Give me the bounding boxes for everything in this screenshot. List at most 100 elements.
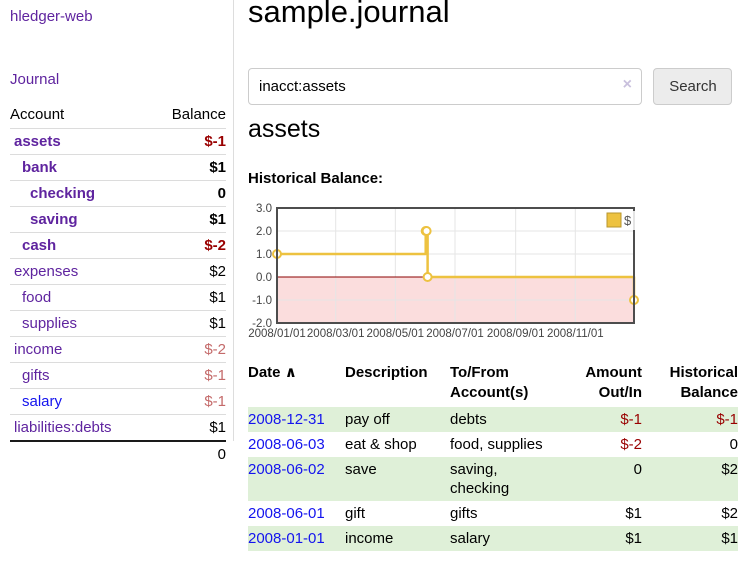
- transaction-description: income: [345, 530, 394, 547]
- transaction-date-cell: 2008-01-01: [248, 526, 345, 551]
- account-balance: $-1: [150, 388, 226, 415]
- accounts-total-value: 0: [150, 440, 226, 467]
- transaction-balance: 0: [729, 436, 738, 453]
- transaction-description: gift: [345, 505, 366, 522]
- search-button[interactable]: Search: [653, 68, 733, 105]
- chart-border: [276, 207, 635, 324]
- search-box: ×: [248, 68, 642, 105]
- register-table: Date ∧ Description To/From Account(s) Am…: [248, 361, 738, 551]
- account-balance: $1: [150, 206, 226, 233]
- transaction-description: save: [345, 461, 377, 478]
- account-link-food[interactable]: food: [22, 289, 52, 306]
- account-link-supplies[interactable]: supplies: [22, 315, 78, 332]
- account-link-saving[interactable]: saving: [30, 211, 78, 228]
- account-link-expenses[interactable]: expenses: [14, 263, 79, 280]
- transaction-balance: $-1: [716, 411, 738, 428]
- transaction-date-cell: 2008-06-02: [248, 457, 345, 501]
- transaction-accounts: saving, checking: [450, 461, 510, 497]
- accounts-header-account: Account: [10, 106, 65, 123]
- register-header-balance: Historical Balance: [669, 364, 738, 401]
- transaction-balance: $2: [721, 505, 738, 522]
- svg-text:2008/01/01: 2008/01/01: [248, 328, 306, 340]
- svg-text:$: $: [624, 213, 632, 228]
- clear-search-icon[interactable]: ×: [622, 76, 632, 93]
- account-balance: $1: [150, 154, 226, 181]
- account-row: gifts $-1: [10, 362, 226, 389]
- account-link-liabilities-debts[interactable]: liabilities:debts: [14, 419, 112, 436]
- account-balance: 0: [150, 180, 226, 207]
- register-header-date[interactable]: Date ∧: [248, 364, 297, 381]
- svg-text:-2.0: -2.0: [252, 318, 272, 330]
- account-row: supplies $1: [10, 310, 226, 337]
- svg-text:2008/11/01: 2008/11/01: [547, 328, 604, 340]
- account-link-assets[interactable]: assets: [14, 133, 61, 150]
- svg-text:2008/07/01: 2008/07/01: [426, 328, 484, 340]
- account-link-salary[interactable]: salary: [22, 393, 63, 410]
- transaction-amount: $-2: [620, 436, 642, 453]
- transaction-accounts: food, supplies: [450, 436, 543, 453]
- accounts-total-row: 0: [10, 440, 226, 467]
- transaction-balance: $1: [721, 530, 738, 547]
- transaction-date-link[interactable]: 2008-06-03: [248, 436, 325, 453]
- account-link-cash[interactable]: cash: [22, 237, 57, 254]
- transaction-row: 2008-12-31 pay off debts $-1 $-1: [248, 407, 738, 432]
- chart-legend: $: [604, 211, 638, 230]
- search-bar: × Search ?: [248, 68, 742, 105]
- transaction-date-link[interactable]: 2008-06-01: [248, 505, 325, 522]
- account-balance: $-2: [150, 232, 226, 259]
- sidebar: hledger-web Journal Account Balance asse…: [10, 0, 226, 467]
- transaction-balance: $2: [721, 461, 738, 478]
- account-balance: $-1: [150, 362, 226, 389]
- account-row: food $1: [10, 284, 226, 311]
- account-row: salary $-1: [10, 388, 226, 415]
- transaction-row: 2008-01-01 income salary $1 $1: [248, 526, 738, 551]
- page-title: sample.journal: [248, 0, 450, 29]
- account-row: checking 0: [10, 180, 226, 207]
- account-row: assets $-1: [10, 128, 226, 155]
- account-balance: $-2: [150, 336, 226, 363]
- chart-data-point: [421, 226, 432, 236]
- register-header-amount: Amount Out/In: [585, 364, 642, 401]
- account-link-income[interactable]: income: [14, 341, 63, 358]
- account-link-bank[interactable]: bank: [22, 159, 58, 176]
- svg-text:3.0: 3.0: [256, 203, 272, 215]
- account-heading: assets: [248, 115, 321, 143]
- account-balance: $1: [150, 284, 226, 311]
- svg-text:2008/03/01: 2008/03/01: [307, 328, 365, 340]
- register-header-description: Description: [345, 364, 428, 381]
- account-row: bank $1: [10, 154, 226, 181]
- register-header-row: Date ∧ Description To/From Account(s) Am…: [248, 361, 738, 407]
- transaction-description: eat & shop: [345, 436, 417, 453]
- svg-text:-1.0: -1.0: [252, 295, 272, 307]
- account-row: liabilities:debts $1: [10, 414, 226, 441]
- transaction-amount: $1: [625, 505, 642, 522]
- transaction-amount: $1: [625, 530, 642, 547]
- transaction-date-link[interactable]: 2008-06-02: [248, 461, 325, 478]
- accounts-table: Account Balance assets $-1 bank $1 checking 0…: [10, 102, 226, 467]
- transaction-date-link[interactable]: 2008-12-31: [248, 411, 325, 428]
- sidebar-item-journal[interactable]: Journal: [10, 71, 60, 88]
- historical-balance-chart[interactable]: $3.0 2.0 1.0 0.0 -1.0 -2.0 2008/01/01 2008/03/0…: [248, 203, 742, 348]
- account-balance: $-1: [150, 128, 226, 155]
- transaction-accounts: salary: [450, 530, 491, 547]
- transaction-date-link[interactable]: 2008-01-01: [248, 530, 325, 547]
- account-balance: $1: [150, 310, 226, 337]
- account-row: expenses $2: [10, 258, 226, 285]
- transaction-date-cell: 2008-06-03: [248, 432, 345, 457]
- svg-text:2008/05/01: 2008/05/01: [367, 328, 425, 340]
- transaction-description: pay off: [345, 411, 390, 428]
- transaction-accounts: debts: [450, 411, 487, 428]
- app-title-link[interactable]: hledger-web: [10, 8, 93, 25]
- sort-ascending-icon: ∧: [284, 364, 297, 381]
- account-link-checking[interactable]: checking: [30, 185, 96, 202]
- transaction-date-cell: 2008-12-31: [248, 407, 345, 432]
- search-input[interactable]: [248, 68, 642, 105]
- transaction-row: 2008-06-03 eat & shop food, supplies $-2 0: [248, 432, 738, 457]
- accounts-header-balance: Balance: [171, 106, 226, 123]
- transaction-accounts: gifts: [450, 505, 478, 522]
- transaction-amount: $-1: [620, 411, 642, 428]
- account-row: cash $-2: [10, 232, 226, 259]
- account-link-gifts[interactable]: gifts: [22, 367, 50, 384]
- svg-text:1.0: 1.0: [256, 249, 272, 261]
